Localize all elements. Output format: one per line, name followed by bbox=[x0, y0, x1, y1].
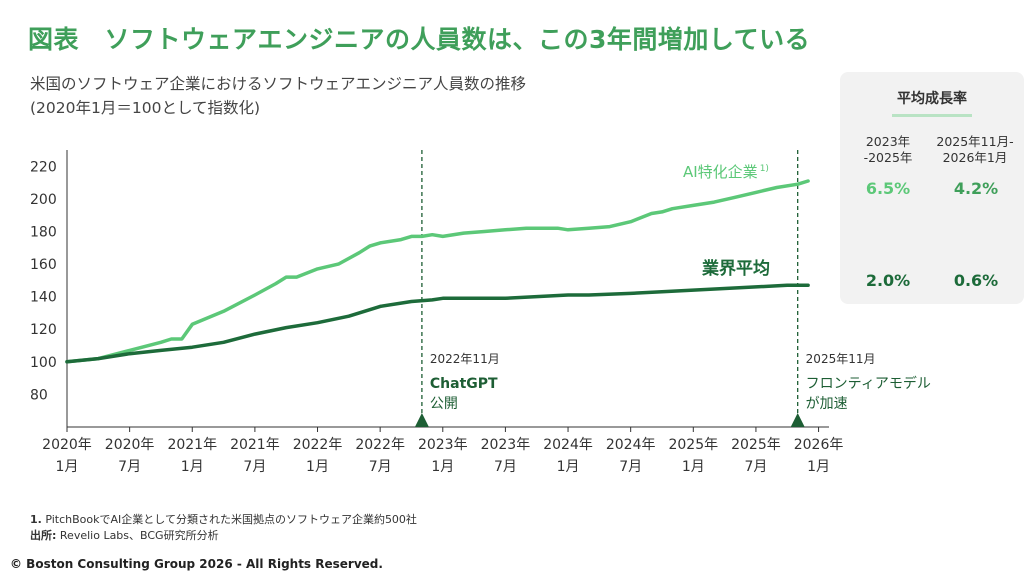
footnote-1: 1. PitchBookでAI企業として分類された米国拠点のソフトウェア企業約5… bbox=[30, 511, 417, 527]
x-tick-label-year: 2021年 bbox=[230, 437, 280, 453]
source-label: 出所: bbox=[30, 529, 57, 542]
series-label-superscript: 1) bbox=[760, 164, 769, 174]
chart-subtitle: 米国のソフトウェア企業におけるソフトウェアエンジニア人員数の推移 bbox=[30, 75, 527, 93]
panel-col1-header-line1: 2023年 bbox=[865, 134, 911, 149]
x-tick-label-year: 2024年 bbox=[543, 437, 593, 453]
series-label-ai-companies: AI特化企業 1) bbox=[683, 163, 769, 181]
x-tick-label-month: 7月 bbox=[118, 459, 141, 475]
x-tick-label-year: 2020年 bbox=[105, 437, 155, 453]
y-tick-label: 180 bbox=[30, 224, 57, 240]
avg-rate-2025-2026: 0.6% bbox=[953, 271, 999, 290]
x-tick-label-month: 7月 bbox=[744, 459, 767, 475]
y-tick-label: 100 bbox=[30, 355, 57, 371]
x-tick-label-year: 2021年 bbox=[167, 437, 217, 453]
series-line-industry-average bbox=[65, 283, 810, 364]
x-tick-label-year: 2023年 bbox=[481, 437, 531, 453]
x-tick-label-month: 1月 bbox=[431, 459, 454, 475]
y-tick-label: 160 bbox=[30, 257, 57, 273]
series-label-industry-average: 業界平均 bbox=[702, 258, 770, 279]
footnote-number: 1. bbox=[30, 513, 42, 526]
panel-title: 平均成長率 bbox=[897, 91, 967, 107]
x-tick-label-year: 2026年 bbox=[794, 437, 844, 453]
x-tick-label-month: 1月 bbox=[682, 459, 705, 475]
x-tick-label-year: 2022年 bbox=[355, 437, 405, 453]
y-tick-label: 220 bbox=[30, 159, 57, 175]
x-tick-label-month: 1月 bbox=[306, 459, 329, 475]
annotation-marker-triangle bbox=[790, 413, 805, 427]
x-tick-label-year: 2025年 bbox=[731, 437, 781, 453]
x-tick-label-year: 2022年 bbox=[293, 437, 343, 453]
panel-col1-header: 2023年 -2025年 bbox=[848, 134, 928, 166]
y-tick-label: 200 bbox=[30, 192, 57, 208]
panel-title-underline bbox=[892, 114, 972, 117]
x-tick-label-month: 7月 bbox=[494, 459, 517, 475]
x-tick-label-year: 2024年 bbox=[606, 437, 656, 453]
annotation-marker-triangle bbox=[414, 413, 429, 427]
x-tick-label-month: 7月 bbox=[619, 459, 642, 475]
annotation-event-line1: ChatGPT bbox=[430, 376, 498, 392]
y-tick-label: 140 bbox=[30, 290, 57, 306]
x-tick-label-month: 7月 bbox=[243, 459, 266, 475]
x-tick-label-year: 2023年 bbox=[418, 437, 468, 453]
annotation-event-line2: 公開 bbox=[430, 396, 458, 412]
x-tick-label-month: 1月 bbox=[557, 459, 580, 475]
panel-col2-header: 2025年11月- 2026年1月 bbox=[928, 134, 1022, 166]
footnote-text: PitchBookでAI企業として分類された米国拠点のソフトウェア企業約500社 bbox=[45, 513, 417, 526]
x-tick-label-year: 2025年 bbox=[668, 437, 718, 453]
ai-rate-2025-2026: 4.2% bbox=[953, 179, 999, 198]
annotation-event-line2: が加速 bbox=[806, 396, 848, 412]
panel-col2-header-line1: 2025年11月- bbox=[936, 134, 1014, 149]
ai-rate-2023-2025: 6.5% bbox=[865, 179, 911, 198]
y-tick-label: 80 bbox=[30, 387, 48, 403]
avg-rate-2023-2025: 2.0% bbox=[865, 271, 911, 290]
annotation-event-line1: フロンティアモデル bbox=[806, 375, 931, 392]
annotation-date: 2025年11月 bbox=[806, 352, 876, 366]
panel-col2-header-line2: 2026年1月 bbox=[942, 150, 1008, 165]
series-line-ai-companies bbox=[65, 179, 810, 364]
source-note: 出所: Revelio Labs、BCG研究所分析 bbox=[30, 527, 219, 543]
panel-col1-header-line2: -2025年 bbox=[863, 150, 913, 165]
source-text: Revelio Labs、BCG研究所分析 bbox=[59, 529, 219, 542]
x-tick-label-month: 1月 bbox=[56, 459, 79, 475]
x-tick-label-month: 1月 bbox=[807, 459, 830, 475]
annotation-date: 2022年11月 bbox=[430, 352, 500, 366]
x-tick-label-month: 1月 bbox=[181, 459, 204, 475]
y-tick-label: 120 bbox=[30, 322, 57, 338]
copyright: © Boston Consulting Group 2026 - All Rig… bbox=[10, 557, 383, 571]
x-tick-label-month: 7月 bbox=[369, 459, 392, 475]
page-title: 図表 ソフトウェアエンジニアの人員数は、この3年間増加している bbox=[28, 25, 811, 54]
x-tick-label-year: 2020年 bbox=[42, 437, 92, 453]
growth-rate-panel: 平均成長率 2023年 -2025年 2025年11月- 2026年1月 6.5… bbox=[840, 72, 1024, 304]
chart-subtitle-index-note: (2020年1月＝100として指数化) bbox=[30, 99, 261, 117]
